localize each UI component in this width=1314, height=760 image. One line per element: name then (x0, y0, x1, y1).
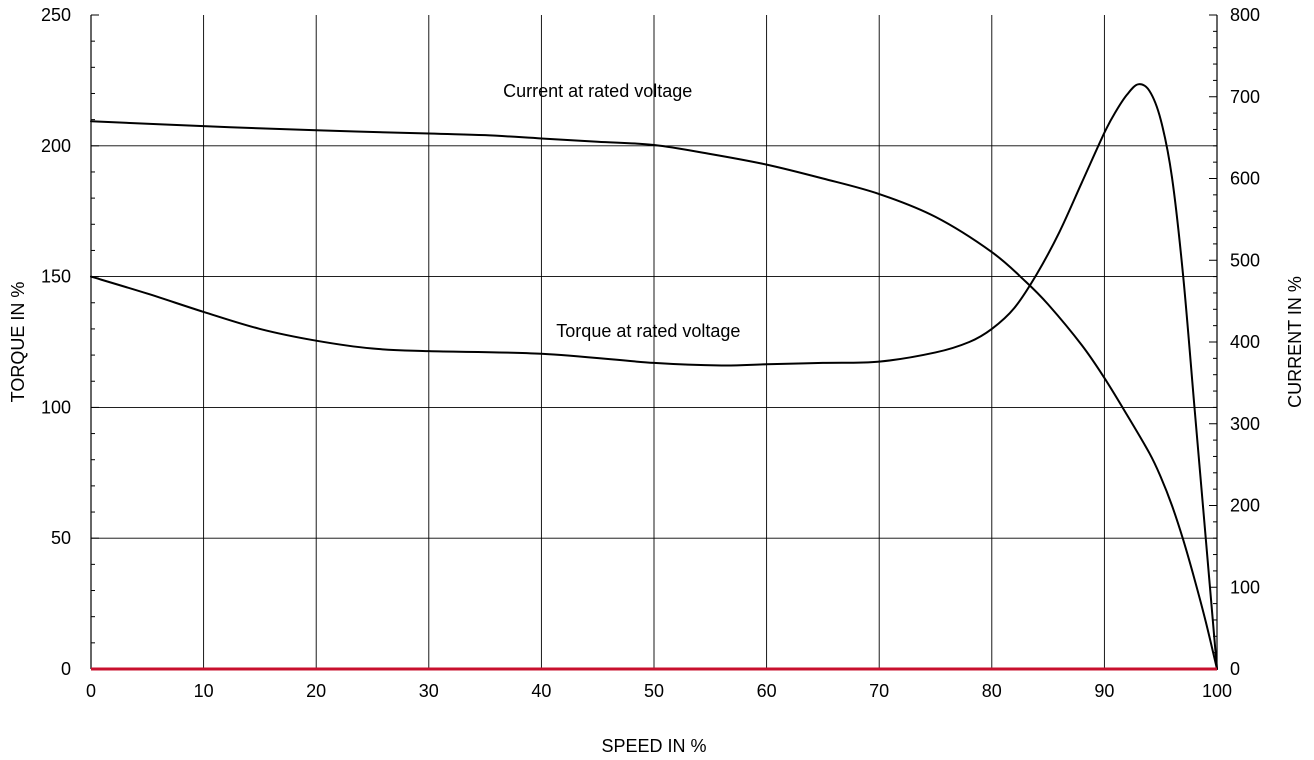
y-tick-label: 200 (41, 136, 71, 156)
y2-tick-label: 200 (1230, 496, 1260, 516)
y-tick-label: 0 (61, 659, 71, 679)
y-tick-label: 50 (51, 528, 71, 548)
y-tick-label: 100 (41, 397, 71, 417)
x-tick-label: 20 (306, 681, 326, 701)
axis-layer (90, 14, 1218, 671)
y2-tick-label: 500 (1230, 250, 1260, 270)
y2-tick-label: 300 (1230, 414, 1260, 434)
x-tick-label: 60 (757, 681, 777, 701)
x-axis-title: SPEED IN % (601, 736, 706, 756)
y2-tick-label: 600 (1230, 169, 1260, 189)
y-axis-title: TORQUE IN % (8, 282, 28, 403)
y2-tick-label: 400 (1230, 332, 1260, 352)
y2-tick-label: 100 (1230, 577, 1260, 597)
x-tick-label: 90 (1094, 681, 1114, 701)
x-tick-label: 100 (1202, 681, 1232, 701)
x-tick-label: 80 (982, 681, 1002, 701)
y2-tick-label: 700 (1230, 87, 1260, 107)
y-tick-label: 150 (41, 267, 71, 287)
series-layer (90, 83, 1218, 670)
current-curve (90, 120, 1218, 670)
x-tick-label: 0 (86, 681, 96, 701)
x-tick-label: 10 (194, 681, 214, 701)
x-tick-label: 40 (531, 681, 551, 701)
x-tick-label: 70 (869, 681, 889, 701)
x-tick-label: 30 (419, 681, 439, 701)
x-tick-label: 50 (644, 681, 664, 701)
y2-axis-title: CURRENT IN % (1285, 276, 1305, 408)
y2-tick-label: 800 (1230, 5, 1260, 25)
label-layer: 0 10 20 30 40 50 60 70 80 90 100050100150200250010… (8, 5, 1305, 756)
grid-layer (91, 15, 1217, 669)
y-tick-label: 250 (41, 5, 71, 25)
current-curve-label: Current at rated voltage (503, 81, 692, 101)
torque-curve-label: Torque at rated voltage (556, 321, 740, 341)
y2-tick-label: 0 (1230, 659, 1240, 679)
torque-curve (90, 83, 1218, 670)
